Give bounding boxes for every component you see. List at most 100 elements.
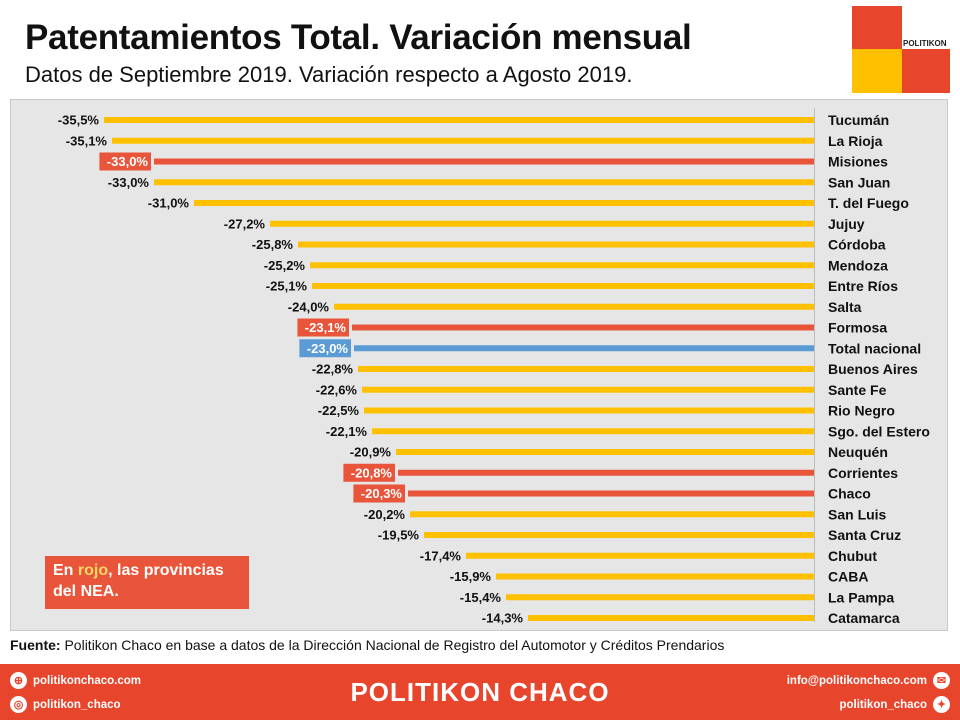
value-label-box-10: [297, 318, 349, 337]
value-label-22: -15,9%: [450, 569, 492, 584]
value-label-13: -22,6%: [316, 382, 358, 397]
bar-7: [310, 262, 814, 269]
chart-title: Patentamientos Total. Variación mensual: [25, 18, 692, 57]
footer-website[interactable]: ⊕ politikonchaco.com: [4, 672, 141, 689]
category-label-11: Total nacional: [828, 340, 921, 356]
category-label-15: Sgo. del Estero: [828, 423, 930, 439]
value-label-18: -20,3%: [361, 486, 403, 501]
value-label-3: -33,0%: [108, 175, 150, 190]
value-label-17: -20,8%: [351, 465, 393, 480]
category-label-10: Formosa: [828, 320, 887, 336]
category-label-0: Tucumán: [828, 112, 889, 128]
value-label-16: -20,9%: [350, 445, 392, 460]
bar-15: [372, 428, 814, 435]
bar-5: [270, 220, 814, 227]
value-label-19: -20,2%: [364, 507, 406, 522]
twitter-icon: ✦: [933, 696, 950, 713]
category-label-2: Misiones: [828, 154, 888, 170]
value-label-box-18: [353, 484, 405, 503]
bar-21: [466, 552, 814, 559]
footer-twitter[interactable]: politikon_chaco ✦: [839, 696, 956, 713]
value-label-6: -25,8%: [252, 237, 294, 252]
category-label-4: T. del Fuego: [828, 195, 909, 211]
email-icon: ✉: [933, 672, 950, 689]
category-label-12: Buenos Aires: [828, 361, 918, 377]
value-label-box-2: [99, 152, 151, 171]
chart-subtitle: Datos de Septiembre 2019. Variación resp…: [25, 62, 633, 87]
category-label-3: San Juan: [828, 174, 890, 190]
value-label-2: -33,0%: [107, 154, 149, 169]
category-label-17: Corrientes: [828, 465, 898, 481]
note-suffix: , las provincias del NEA.: [53, 562, 224, 600]
bar-0: [104, 117, 814, 123]
bar-6: [298, 241, 814, 248]
website-text: politikonchaco.com: [33, 674, 141, 687]
footer-brand: POLITIKON CHACO: [350, 677, 610, 707]
value-label-14: -22,5%: [318, 403, 360, 418]
category-label-24: Catamarca: [828, 610, 900, 626]
value-label-0: -35,5%: [58, 113, 100, 128]
footer-email[interactable]: info@politikonchaco.com ✉: [787, 672, 956, 689]
bar-12: [358, 366, 814, 372]
value-label-24: -14,3%: [482, 611, 524, 626]
bar-11: [354, 345, 814, 352]
logo-text: POLITIKON: [903, 39, 947, 48]
value-label-5: -27,2%: [224, 216, 266, 231]
value-label-10: -23,1%: [305, 320, 347, 335]
category-label-8: Entre Ríos: [828, 278, 898, 294]
value-label-box-17: [343, 463, 395, 482]
category-label-20: Santa Cruz: [828, 527, 901, 543]
nea-legend-note: En rojo, las provincias del NEA.: [45, 556, 249, 609]
bar-4: [194, 200, 814, 206]
category-label-9: Salta: [828, 299, 862, 315]
instagram-icon: ◎: [10, 696, 27, 713]
source-note: Fuente: Politikon Chaco en base a datos …: [10, 637, 724, 653]
value-label-15: -22,1%: [326, 424, 368, 439]
category-label-18: Chaco: [828, 486, 871, 502]
note-highlight: rojo: [77, 562, 109, 579]
bar-3: [154, 179, 814, 186]
instagram-text: politikon_chaco: [33, 698, 121, 711]
value-label-20: -19,5%: [378, 528, 420, 543]
value-label-4: -31,0%: [148, 196, 190, 211]
category-label-16: Neuquén: [828, 444, 888, 460]
bar-9: [334, 303, 814, 310]
value-label-23: -15,4%: [460, 590, 502, 605]
category-label-6: Córdoba: [828, 237, 886, 253]
bar-22: [496, 573, 814, 580]
globe-icon: ⊕: [10, 672, 27, 689]
value-label-8: -25,1%: [266, 279, 308, 294]
value-label-1: -35,1%: [66, 133, 108, 148]
category-label-14: Rio Negro: [828, 403, 895, 419]
value-label-21: -17,4%: [420, 548, 462, 563]
bar-chart: -35,5% Tucumán -35,1% La Rioja -33,0% Misione…: [58, 108, 930, 626]
source-label: Fuente:: [10, 637, 61, 653]
bar-24: [528, 615, 814, 621]
category-label-7: Mendoza: [828, 257, 888, 273]
category-label-19: San Luis: [828, 506, 887, 522]
category-label-23: La Pampa: [828, 589, 894, 605]
bar-18: [408, 490, 814, 497]
value-label-12: -22,8%: [312, 362, 354, 377]
category-label-1: La Rioja: [828, 133, 883, 149]
politikon-logo: POLITIKON: [852, 6, 950, 93]
value-label-box-11: [299, 339, 351, 358]
value-label-7: -25,2%: [264, 258, 306, 273]
twitter-text: politikon_chaco: [839, 698, 927, 711]
bar-2: [154, 158, 814, 165]
plot-area: -35,5% Tucumán -35,1% La Rioja -33,0% Misione…: [10, 99, 948, 631]
bar-23: [506, 594, 814, 601]
category-label-13: Sante Fe: [828, 382, 887, 398]
bar-16: [396, 449, 814, 455]
category-label-21: Chubut: [828, 548, 877, 564]
bar-20: [424, 532, 814, 538]
bar-17: [398, 469, 814, 476]
value-label-9: -24,0%: [288, 299, 330, 314]
email-text: info@politikonchaco.com: [786, 674, 927, 687]
footer-instagram[interactable]: ◎ politikon_chaco: [4, 696, 121, 713]
bar-8: [312, 283, 814, 289]
category-label-5: Jujuy: [828, 216, 865, 232]
source-text: Politikon Chaco en base a datos de la Di…: [64, 637, 725, 653]
note-prefix: En: [53, 562, 78, 579]
bar-10: [352, 324, 814, 331]
